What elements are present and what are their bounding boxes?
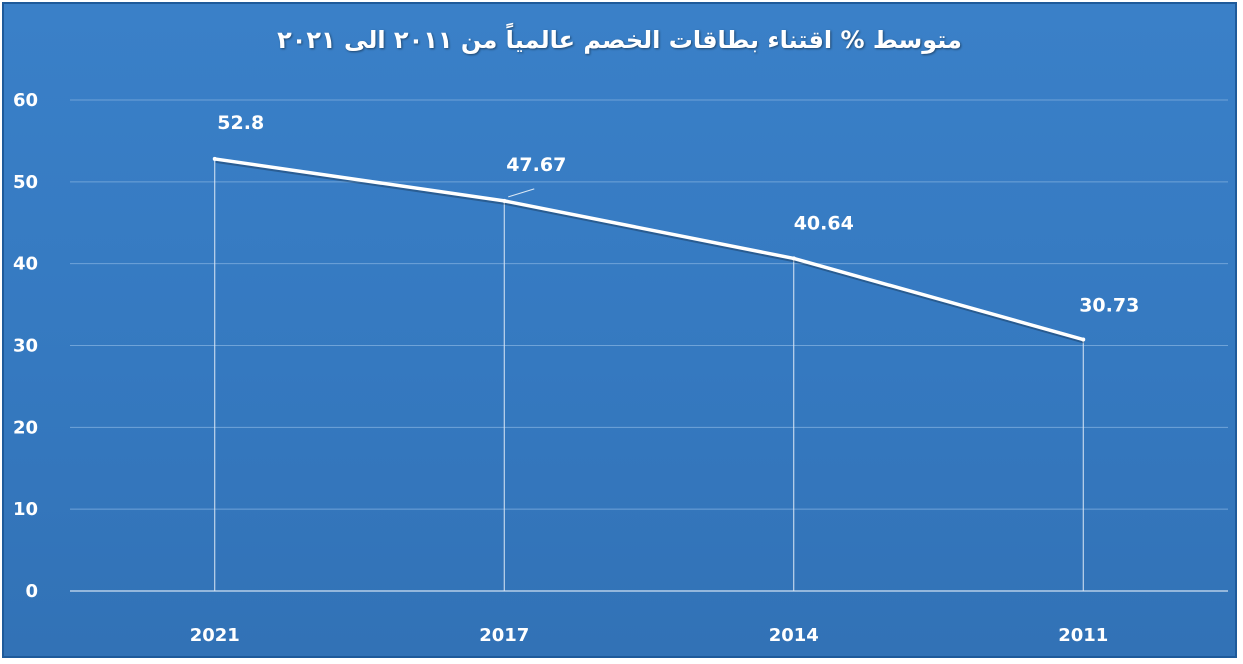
y-tick-label: 40 [13,254,38,275]
series-line-shadow [215,158,1085,344]
chart-title: متوسط % اقتناء بطاقات الخصم عالمياً من ٢… [277,26,962,54]
series-line [213,157,1085,342]
x-axis-ticks: 2021 2017 2014 2011 [190,625,1109,646]
x-tick-label: 2014 [769,625,819,646]
y-tick-label: 10 [13,499,38,520]
y-tick-label: 0 [25,581,38,602]
gridlines [70,99,1228,592]
y-tick-label: 50 [13,172,38,193]
data-label: 52.8 [217,112,264,134]
data-label: 30.73 [1079,295,1139,317]
x-tick-label: 2021 [190,625,240,646]
data-label-leader [508,188,535,198]
data-labels: 52.8 47.67 40.64 30.73 [217,112,1139,317]
drop-lines [214,158,1084,591]
series-layer [212,156,1086,344]
y-tick-label: 20 [13,417,38,438]
data-point [1081,337,1086,342]
y-tick-label: 30 [13,336,38,357]
x-tick-label: 2017 [479,625,529,646]
data-point [212,156,217,161]
y-tick-label: 60 [13,90,38,111]
data-point [791,256,796,261]
y-axis-ticks: 0 10 20 30 40 50 60 [13,90,38,602]
data-label: 40.64 [794,212,854,234]
data-label: 47.67 [506,154,566,176]
x-tick-label: 2011 [1058,625,1108,646]
data-point [502,198,507,203]
